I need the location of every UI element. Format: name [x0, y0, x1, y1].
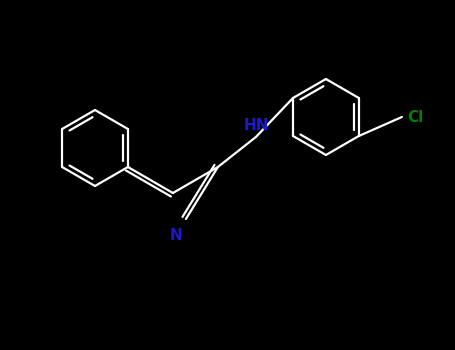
Text: Cl: Cl: [407, 110, 423, 125]
Text: HN: HN: [243, 118, 268, 133]
Text: N: N: [170, 228, 182, 243]
